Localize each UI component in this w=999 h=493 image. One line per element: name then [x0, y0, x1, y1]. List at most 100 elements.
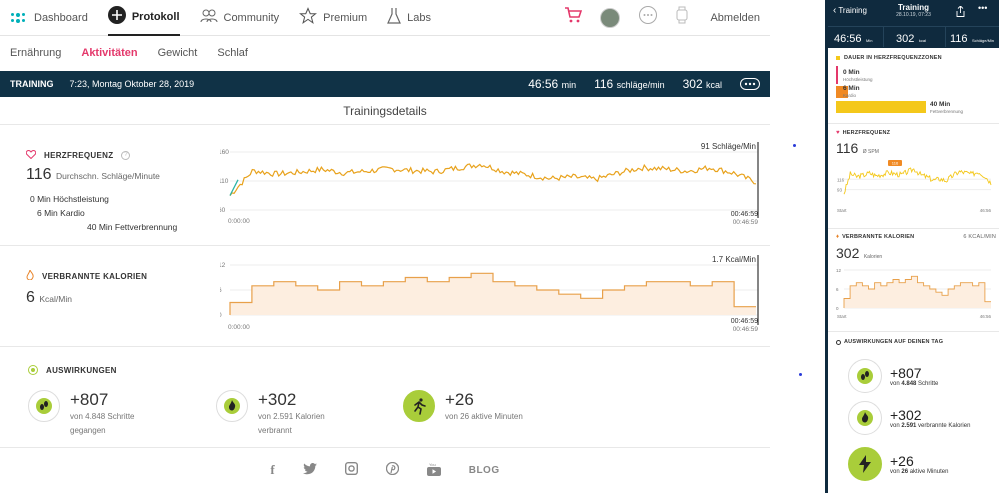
subnav-aktivitaeten[interactable]: Aktivitäten — [81, 47, 138, 59]
nav-community[interactable]: Community — [200, 9, 280, 26]
marker-dot-2 — [799, 373, 802, 376]
cal-x-end-top: 00:46:59 — [731, 318, 758, 325]
calories-unit: Kcal/Min — [39, 294, 72, 304]
mobile-calories-sub-b: 2.591 — [901, 423, 917, 429]
help-icon[interactable]: ? — [121, 150, 131, 160]
zone-peak: 0 Min Höchstleistung — [30, 194, 109, 204]
mobile-impact-steps: +807 von 4.848 Schritte — [848, 359, 938, 393]
fitbit-logo[interactable] — [10, 12, 26, 24]
zone-cardio: 6 Min Kardio — [37, 208, 85, 218]
nav-premium[interactable]: Premium — [299, 7, 367, 28]
hr-y-tick: 60 — [220, 207, 226, 214]
mobile-cal-y-tick: 0 — [836, 306, 839, 311]
pinterest-icon[interactable] — [385, 461, 399, 478]
calories-flame-icon — [216, 390, 248, 422]
nav-protokoll-label: Protokoll — [131, 10, 180, 23]
sub-navigation: Ernährung Aktivitäten Gewicht Schlaf — [0, 36, 770, 70]
cal-y-tick: 0 — [220, 312, 222, 319]
mobile-impact-active: +26 von 26 aktive Minuten — [848, 447, 948, 481]
impact-steps-sub1: von 4.848 Schritte — [70, 412, 135, 421]
impact-section: AUSWIRKUNGEN +807 von 4.848 Schritte geg… — [0, 348, 770, 448]
logout-link[interactable]: Abmelden — [710, 11, 760, 24]
nav-dashboard[interactable]: Dashboard — [34, 12, 88, 24]
web-view: Dashboard Protokoll Community Premium La… — [0, 0, 770, 479]
mobile-active-sub: von 26 aktive Minuten — [890, 469, 948, 475]
mobile-kcal-value: 302 — [896, 33, 915, 45]
subnav-ernaehrung[interactable]: Ernährung — [10, 47, 62, 59]
mobile-active-sub-b: 26 — [901, 469, 909, 475]
nav-labs[interactable]: Labs — [387, 7, 431, 28]
banner-duration-unit: min — [561, 80, 577, 90]
instagram-icon[interactable] — [344, 461, 358, 478]
mobile-cal-chart: 12 6 0 Start 46:56 — [836, 268, 992, 319]
mobile-steps-sub-a: von — [890, 381, 900, 387]
impact-active-value: +26 — [445, 390, 474, 409]
facebook-icon[interactable]: f — [270, 462, 275, 477]
avatar[interactable] — [600, 7, 621, 28]
impact-calories-sub2: verbrannt — [258, 426, 292, 435]
mobile-hr-label: HERZFREQUENZ — [842, 130, 891, 136]
people-icon — [200, 9, 218, 26]
flame-icon — [26, 267, 34, 285]
mobile-cal-x-end: 46:56 — [980, 314, 992, 319]
mobile-active-value: +26 — [890, 453, 914, 469]
hr-x-end: 00:46:59 — [733, 219, 759, 226]
mobile-calories-sub-c: verbrannte Kalorien — [918, 423, 971, 429]
cal-x-end: 00:46:59 — [733, 326, 759, 333]
mobile-more-icon[interactable]: ••• — [978, 3, 988, 13]
subnav-schlaf[interactable]: Schlaf — [217, 47, 248, 59]
mobile-calories-icon — [848, 401, 882, 435]
heart-avg-unit: Durchschn. Schläge/Minute — [55, 171, 160, 181]
impact-steps-value: +807 — [70, 390, 109, 409]
subnav-gewicht[interactable]: Gewicht — [157, 47, 198, 59]
mobile-stat-hr: 116 Schläge/Min — [945, 27, 999, 47]
mobile-hr-section: ♥ HERZFREQUENZ 116 Ø SPM 116 93 116 Start 46… — [828, 126, 999, 229]
mobile-cal-line — [843, 275, 991, 308]
mobile-hr-line — [843, 167, 992, 195]
mobile-impact-label: AUSWIRKUNGEN AUF DEINEN TAG — [844, 339, 944, 345]
mobile-steps-sub-c: Schritte — [918, 381, 939, 387]
calories-value: 6 — [26, 289, 35, 306]
mobile-steps-icon — [848, 359, 882, 393]
banner-duration: 46:56 min — [528, 77, 576, 91]
mobile-back-button[interactable]: ‹ Training — [833, 5, 867, 16]
impact-calories-value: +302 — [258, 390, 297, 409]
zone3-value: 40 Min — [930, 101, 951, 108]
impact-icon — [28, 365, 38, 375]
mobile-hr-sub: Ø SPM — [862, 149, 879, 155]
zone-fat-burn: 40 Min Fettverbrennung — [87, 222, 178, 232]
zone1-value: 0 Min — [843, 69, 860, 76]
banner-kcal-value: 302 — [682, 77, 703, 91]
mobile-stat-duration: 46:56 Min — [828, 27, 883, 47]
nav-community-label: Community — [223, 11, 280, 24]
mobile-calories-sub: von 2.591 verbrannte Kalorien — [890, 423, 970, 429]
mobile-cal-label: VERBRANNTE KALORIEN — [842, 234, 915, 240]
banner-hr: 116 schläge/min — [594, 77, 665, 91]
twitter-icon[interactable] — [302, 462, 317, 478]
impact-steps: +807 von 4.848 Schritte gegangen — [28, 390, 134, 438]
chevron-left-icon: ‹ — [833, 5, 837, 16]
mobile-steps-sub: von 4.848 Schritte — [890, 381, 938, 387]
chat-icon[interactable] — [638, 5, 658, 30]
cal-x-start: 0:00:00 — [228, 324, 250, 331]
mobile-calories-value: +302 — [890, 407, 922, 423]
mobile-view: ‹ Training Training 28.10.19, 07:23 ••• … — [828, 0, 999, 493]
banner-label: TRAINING — [10, 79, 54, 89]
mobile-hr-x-end: 46:56 — [980, 208, 992, 213]
youtube-icon[interactable]: You — [426, 462, 441, 479]
share-icon[interactable] — [956, 4, 965, 22]
mobile-cal-y-tick: 6 — [836, 287, 839, 292]
more-options-button[interactable] — [740, 78, 760, 90]
mobile-heart-icon: ♥ — [836, 130, 840, 136]
mobile-hr-avg: 116 — [836, 140, 859, 156]
cart-icon[interactable] — [564, 7, 583, 28]
device-icon[interactable] — [676, 6, 688, 29]
mobile-header: ‹ Training Training 28.10.19, 07:23 ••• … — [828, 0, 999, 48]
hr-y-tick: 110 — [220, 178, 229, 185]
bolt-icon — [848, 447, 882, 481]
mobile-hr-chart: 116 93 116 Start 46:56 — [837, 160, 992, 213]
blog-link[interactable]: BLOG — [468, 464, 500, 476]
top-navigation: Dashboard Protokoll Community Premium La… — [0, 0, 770, 36]
mobile-hr-x-start: Start — [837, 208, 847, 213]
nav-protokoll[interactable]: Protokoll — [107, 0, 180, 36]
